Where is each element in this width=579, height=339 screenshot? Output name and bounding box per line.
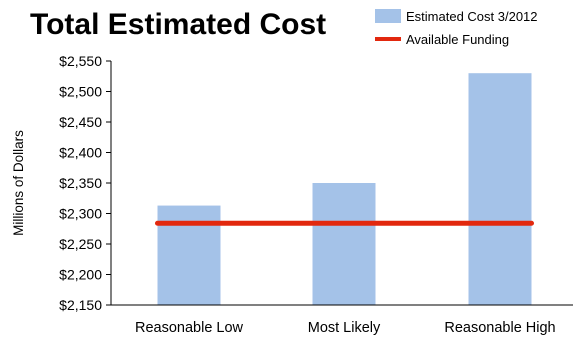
legend-label-estimated-cost: Estimated Cost 3/2012 [406, 9, 538, 24]
bars [157, 73, 532, 305]
y-tick-label: $2,500 [59, 84, 102, 100]
y-tick-label: $2,450 [59, 114, 102, 130]
legend-swatch-estimated-cost [375, 9, 401, 23]
y-axis-ticks: $2,150 $2,200 $2,250 $2,300 $2,350 $2,400 $2,4… [59, 53, 111, 313]
y-axis-label: Millions of Dollars [11, 130, 26, 236]
bar-reasonable-low [157, 205, 221, 305]
x-tick-label-reasonable-high: Reasonable High [444, 320, 555, 336]
y-tick-label: $2,150 [59, 297, 102, 313]
x-tick-label-reasonable-low: Reasonable Low [135, 320, 244, 336]
y-tick-label: $2,550 [59, 53, 102, 69]
y-tick-label: $2,350 [59, 175, 102, 191]
y-tick-label: $2,200 [59, 267, 102, 283]
legend: Estimated Cost 3/2012 Available Funding [375, 9, 538, 47]
y-tick-label: $2,300 [59, 206, 102, 222]
legend-swatch-available-funding [375, 37, 401, 41]
x-axis-labels: Reasonable Low Most Likely Reasonable High [135, 320, 556, 336]
x-tick-label-most-likely: Most Likely [308, 320, 381, 336]
y-tick-label: $2,400 [59, 145, 102, 161]
legend-label-available-funding: Available Funding [406, 32, 509, 47]
chart-title: Total Estimated Cost [30, 8, 326, 41]
bar-reasonable-high [468, 73, 532, 305]
y-tick-label: $2,250 [59, 236, 102, 252]
bar-most-likely [312, 183, 376, 305]
axes [110, 61, 573, 306]
